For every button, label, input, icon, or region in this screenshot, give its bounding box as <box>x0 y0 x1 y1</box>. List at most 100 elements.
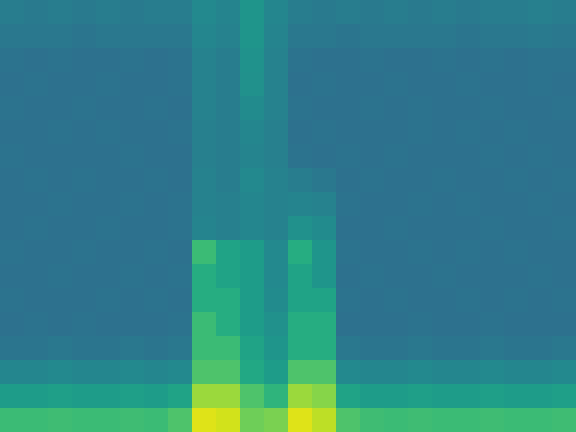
heatmap-cell <box>264 0 289 25</box>
heatmap-cell <box>384 240 409 265</box>
heatmap-cell <box>24 192 49 217</box>
heatmap-cell <box>432 216 457 241</box>
heatmap-cell <box>384 264 409 289</box>
heatmap-cell <box>432 312 457 337</box>
heatmap-cell <box>552 168 576 193</box>
heatmap-cell <box>48 336 73 361</box>
heatmap-cell <box>360 96 385 121</box>
heatmap-cell <box>360 288 385 313</box>
heatmap-cell <box>384 408 409 432</box>
heatmap-cell <box>480 24 505 49</box>
heatmap-cell <box>456 216 481 241</box>
heatmap-cell <box>384 48 409 73</box>
heatmap-cell <box>504 192 529 217</box>
heatmap-cell <box>480 336 505 361</box>
heatmap-cell <box>552 336 576 361</box>
heatmap-cell <box>384 72 409 97</box>
heatmap-cell <box>144 360 169 385</box>
heatmap-cell <box>0 48 25 73</box>
heatmap-cell <box>360 24 385 49</box>
heatmap-cell <box>72 0 97 25</box>
heatmap-cell <box>312 264 337 289</box>
heatmap-cell <box>24 144 49 169</box>
heatmap-cell <box>432 144 457 169</box>
heatmap-cell <box>264 312 289 337</box>
heatmap-cell <box>432 384 457 409</box>
heatmap-cell <box>72 360 97 385</box>
heatmap-cell <box>408 288 433 313</box>
heatmap-cell <box>24 24 49 49</box>
heatmap-cell <box>240 312 265 337</box>
heatmap-cell <box>72 48 97 73</box>
heatmap-cell <box>168 120 193 145</box>
heatmap-cell <box>0 360 25 385</box>
heatmap-cell <box>24 408 49 432</box>
heatmap-cell <box>504 264 529 289</box>
heatmap-cell <box>240 240 265 265</box>
heatmap-cell <box>504 408 529 432</box>
heatmap-cell <box>504 48 529 73</box>
heatmap-cell <box>360 312 385 337</box>
heatmap-cell <box>264 336 289 361</box>
heatmap-cell <box>480 96 505 121</box>
heatmap-cell <box>0 264 25 289</box>
heatmap-cell <box>0 288 25 313</box>
heatmap-cell <box>24 0 49 25</box>
heatmap-cell <box>216 288 241 313</box>
heatmap-cell <box>168 192 193 217</box>
heatmap-cell <box>504 240 529 265</box>
heatmap-cell <box>480 384 505 409</box>
heatmap-cell <box>192 360 217 385</box>
heatmap-cell <box>144 216 169 241</box>
heatmap-cell <box>312 240 337 265</box>
heatmap-cell <box>504 360 529 385</box>
heatmap-cell <box>312 168 337 193</box>
heatmap-cell <box>360 0 385 25</box>
heatmap-cell <box>48 408 73 432</box>
heatmap-cell <box>240 96 265 121</box>
heatmap-cell <box>504 96 529 121</box>
heatmap-cell <box>168 216 193 241</box>
heatmap-cell <box>312 408 337 432</box>
heatmap-cell <box>456 24 481 49</box>
heatmap-cell <box>192 72 217 97</box>
heatmap-cell <box>120 240 145 265</box>
heatmap-cell <box>480 120 505 145</box>
heatmap-cell <box>48 168 73 193</box>
heatmap-cell <box>144 288 169 313</box>
heatmap-cell <box>552 264 576 289</box>
heatmap-cell <box>168 72 193 97</box>
heatmap-cell <box>168 144 193 169</box>
heatmap-cell <box>216 168 241 193</box>
heatmap-cell <box>216 48 241 73</box>
heatmap-cell <box>312 144 337 169</box>
heatmap-cell <box>288 48 313 73</box>
heatmap-cell <box>288 0 313 25</box>
heatmap-cell <box>288 408 313 432</box>
heatmap-cell <box>96 0 121 25</box>
heatmap-cell <box>360 216 385 241</box>
heatmap-cell <box>528 240 553 265</box>
heatmap-cell <box>96 288 121 313</box>
heatmap-cell <box>216 192 241 217</box>
heatmap-cell <box>432 72 457 97</box>
heatmap-cell <box>72 144 97 169</box>
heatmap-cell <box>504 24 529 49</box>
heatmap-cell <box>120 24 145 49</box>
heatmap-cell <box>168 24 193 49</box>
heatmap-cell <box>384 24 409 49</box>
heatmap-cell <box>288 216 313 241</box>
heatmap-cell <box>264 48 289 73</box>
heatmap-cell <box>216 24 241 49</box>
heatmap-cell <box>48 240 73 265</box>
heatmap-cell <box>360 240 385 265</box>
heatmap-cell <box>336 360 361 385</box>
heatmap-cell <box>408 144 433 169</box>
heatmap-cell <box>120 384 145 409</box>
heatmap-cell <box>360 192 385 217</box>
heatmap-cell <box>192 0 217 25</box>
heatmap-cell <box>192 240 217 265</box>
heatmap-cell <box>528 168 553 193</box>
heatmap-cell <box>96 168 121 193</box>
heatmap-cell <box>0 408 25 432</box>
